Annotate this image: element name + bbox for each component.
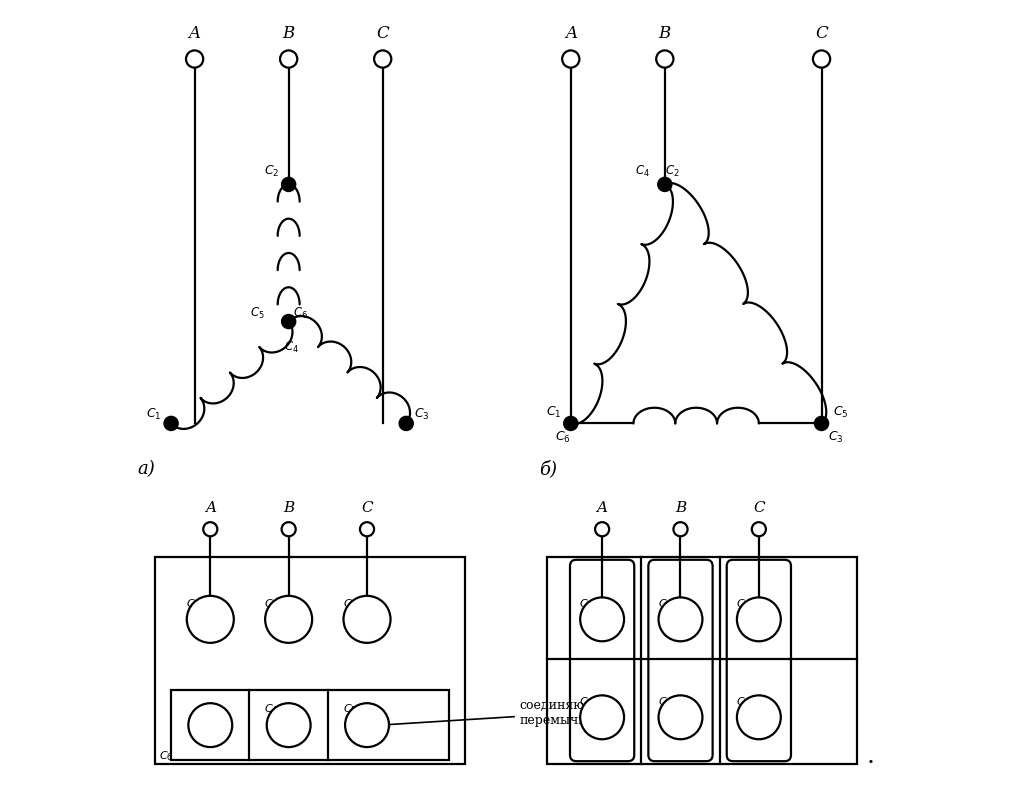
Circle shape	[674, 522, 687, 536]
Circle shape	[657, 177, 672, 192]
Text: $C_1$: $C_1$	[546, 405, 561, 420]
Text: $C_6$: $C_6$	[293, 306, 307, 321]
Bar	[171, 690, 450, 760]
Text: $C_3$: $C_3$	[343, 597, 356, 611]
Circle shape	[656, 51, 674, 67]
Text: $C_3$: $C_3$	[827, 430, 844, 445]
Text: A: A	[205, 501, 216, 515]
Circle shape	[752, 522, 766, 536]
Circle shape	[737, 597, 780, 642]
Circle shape	[658, 597, 702, 642]
Circle shape	[186, 596, 233, 643]
Circle shape	[266, 703, 310, 747]
Text: a): a)	[137, 460, 156, 478]
Circle shape	[203, 522, 217, 536]
Text: .: .	[867, 744, 874, 767]
Text: C: C	[377, 25, 389, 42]
Text: B: B	[283, 501, 294, 515]
Bar	[156, 557, 465, 764]
Text: $C_5$: $C_5$	[251, 306, 265, 321]
Text: C: C	[753, 501, 765, 515]
Circle shape	[265, 596, 312, 643]
Text: C: C	[815, 25, 828, 42]
Circle shape	[282, 522, 296, 536]
Circle shape	[282, 177, 296, 192]
Text: $C_2$: $C_2$	[657, 597, 672, 611]
Circle shape	[345, 703, 389, 747]
Text: $C_2$: $C_2$	[264, 164, 280, 179]
Text: $C_5$: $C_5$	[833, 405, 848, 420]
Circle shape	[595, 522, 609, 536]
Circle shape	[581, 695, 624, 739]
Circle shape	[562, 51, 580, 67]
Circle shape	[581, 597, 624, 642]
Text: $C_6$: $C_6$	[580, 695, 594, 709]
Text: $C_6$: $C_6$	[159, 749, 173, 763]
Text: B: B	[675, 501, 686, 515]
Circle shape	[186, 51, 203, 67]
Text: $C_3$: $C_3$	[414, 407, 430, 422]
Text: $C_1$: $C_1$	[186, 597, 200, 611]
Text: A: A	[188, 25, 201, 42]
Text: $C_4$: $C_4$	[264, 703, 279, 717]
Text: $C_6$: $C_6$	[555, 430, 570, 445]
Text: $C_4$: $C_4$	[657, 695, 672, 709]
Circle shape	[399, 417, 414, 431]
Circle shape	[374, 51, 391, 67]
Circle shape	[814, 417, 828, 431]
Text: $C_2$: $C_2$	[264, 597, 279, 611]
Circle shape	[658, 695, 702, 739]
Circle shape	[813, 51, 830, 67]
Text: $C_5$: $C_5$	[343, 703, 356, 717]
Text: $C_2$: $C_2$	[666, 164, 680, 179]
Text: $C_1$: $C_1$	[146, 407, 162, 422]
Text: B: B	[283, 25, 295, 42]
Bar	[547, 557, 857, 764]
Text: $C_4$: $C_4$	[635, 164, 650, 179]
Text: соединяющие
перемычки: соединяющие перемычки	[384, 699, 612, 727]
Text: C: C	[361, 501, 373, 515]
Circle shape	[282, 314, 296, 329]
Circle shape	[564, 417, 578, 431]
Text: б): б)	[540, 460, 557, 478]
Text: B: B	[658, 25, 671, 42]
Circle shape	[188, 703, 232, 747]
Text: A: A	[565, 25, 577, 42]
Circle shape	[360, 522, 374, 536]
Text: $C_5$: $C_5$	[736, 695, 751, 709]
Text: $C_4$: $C_4$	[284, 341, 298, 356]
Text: $C_3$: $C_3$	[736, 597, 751, 611]
Text: A: A	[597, 501, 607, 515]
Circle shape	[737, 695, 780, 739]
Circle shape	[343, 596, 390, 643]
Circle shape	[164, 417, 178, 431]
Text: $C_1$: $C_1$	[580, 597, 594, 611]
Circle shape	[280, 51, 297, 67]
